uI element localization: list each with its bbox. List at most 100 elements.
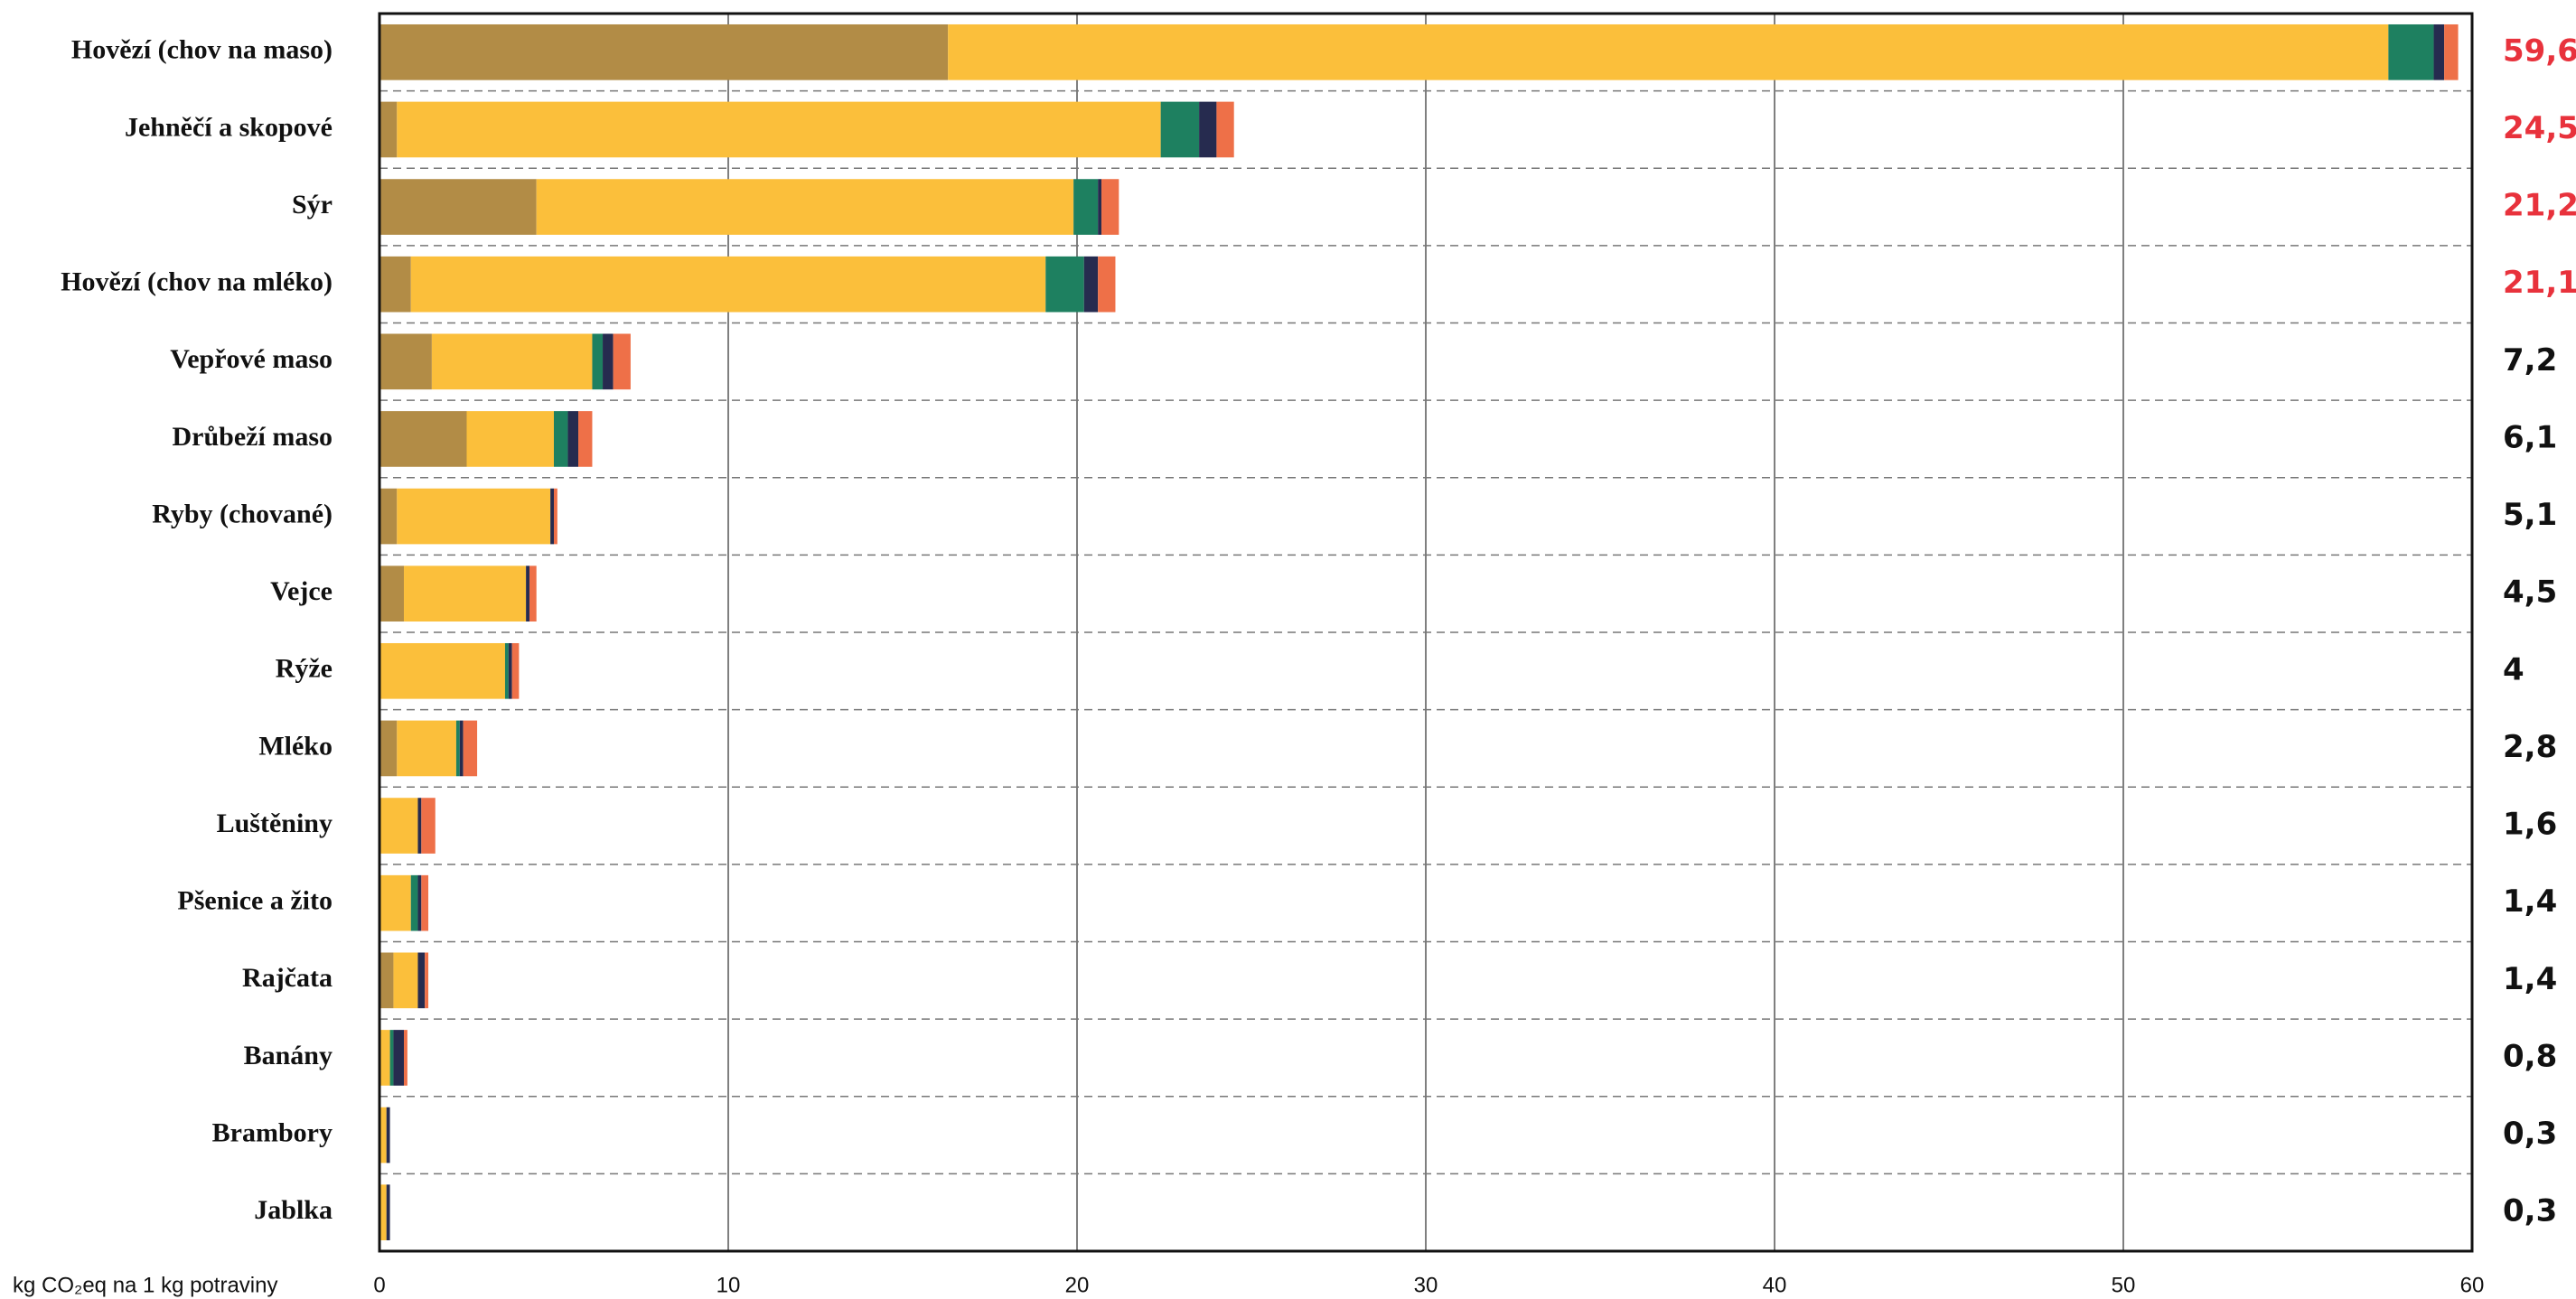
total-label: 0,3 bbox=[2503, 1116, 2557, 1152]
category-label: Mléko bbox=[258, 731, 333, 761]
bar-segment bbox=[379, 24, 948, 80]
total-label: 5,1 bbox=[2503, 497, 2557, 533]
bar-segment bbox=[1161, 102, 1199, 158]
total-label: 1,4 bbox=[2503, 961, 2557, 997]
bar-segment bbox=[509, 643, 512, 699]
bar-segment bbox=[379, 257, 411, 313]
bar-segment bbox=[550, 489, 554, 545]
chart: kg CO₂eq na 1 kg potraviny 0102030405060… bbox=[0, 0, 2576, 1299]
bar-segment bbox=[379, 1030, 390, 1086]
category-label: Hovězí (chov na mléko) bbox=[61, 267, 333, 297]
bar-segment bbox=[1098, 257, 1115, 313]
bar-segment bbox=[390, 1030, 394, 1086]
total-label: 0,3 bbox=[2503, 1193, 2557, 1229]
bar-segment bbox=[417, 875, 421, 931]
total-label: 4 bbox=[2503, 651, 2524, 687]
bar-segment bbox=[1101, 179, 1119, 235]
category-label: Jablka bbox=[254, 1195, 333, 1225]
bar-segment bbox=[379, 489, 397, 545]
bar-segment bbox=[397, 102, 1160, 158]
bar-segment bbox=[512, 643, 520, 699]
bar-segment bbox=[614, 333, 631, 389]
bar-segment bbox=[379, 798, 417, 854]
category-label: Sýr bbox=[292, 190, 333, 220]
bar-segment bbox=[603, 333, 614, 389]
bar-segment bbox=[1084, 257, 1098, 313]
bar-segment bbox=[379, 179, 537, 235]
bar-segment bbox=[567, 411, 578, 467]
bar-segment bbox=[404, 1030, 407, 1086]
total-label: 6,1 bbox=[2503, 419, 2557, 455]
total-label: 1,4 bbox=[2503, 883, 2557, 920]
bar-segment bbox=[411, 257, 1046, 313]
bar-segment bbox=[1199, 102, 1216, 158]
bar-segment bbox=[393, 1030, 404, 1086]
category-label: Luštěniny bbox=[217, 808, 333, 838]
bar-segment bbox=[379, 333, 432, 389]
bar-segment bbox=[578, 411, 592, 467]
bar-segment bbox=[397, 721, 456, 777]
bar-segment bbox=[1045, 257, 1083, 313]
bar-segment bbox=[1216, 102, 1233, 158]
bar-segment bbox=[421, 798, 435, 854]
category-label: Hovězí (chov na maso) bbox=[71, 35, 333, 65]
bar-segment bbox=[379, 565, 404, 621]
bar-segment bbox=[592, 333, 603, 389]
bar-segment bbox=[529, 565, 537, 621]
bar-segment bbox=[432, 333, 593, 389]
bar-segment bbox=[404, 565, 526, 621]
bar-segment bbox=[460, 721, 464, 777]
bar-segment bbox=[421, 875, 428, 931]
bar-segment bbox=[554, 411, 567, 467]
x-tick-label: 20 bbox=[1065, 1273, 1090, 1297]
total-label: 0,8 bbox=[2503, 1038, 2557, 1074]
category-label: Drůbeží maso bbox=[173, 422, 333, 452]
bar-segment bbox=[1098, 179, 1101, 235]
bar-segment bbox=[425, 952, 428, 1008]
total-label: 2,8 bbox=[2503, 729, 2557, 765]
bar-segment bbox=[1073, 179, 1098, 235]
bar-segment bbox=[379, 875, 411, 931]
x-axis-label: kg CO₂eq na 1 kg potraviny bbox=[13, 1273, 277, 1297]
bar-segment bbox=[387, 1107, 390, 1163]
category-label: Rýže bbox=[276, 654, 333, 684]
bar-segment bbox=[379, 102, 397, 158]
x-tick-label: 10 bbox=[717, 1273, 741, 1297]
x-tick-label: 0 bbox=[373, 1273, 385, 1297]
bar-segment bbox=[2444, 24, 2458, 80]
bar-segment bbox=[537, 179, 1073, 235]
bar-segment bbox=[948, 24, 2388, 80]
category-label: Vepřové maso bbox=[170, 344, 333, 374]
category-label: Jehněčí a skopové bbox=[125, 112, 333, 142]
bar-segment bbox=[554, 489, 557, 545]
category-label: Banány bbox=[244, 1041, 333, 1070]
x-tick-label: 50 bbox=[2112, 1273, 2136, 1297]
total-label: 59,6 bbox=[2503, 33, 2576, 69]
bar-segment bbox=[379, 411, 467, 467]
bar-segment bbox=[411, 875, 418, 931]
bar-segment bbox=[393, 952, 417, 1008]
total-label: 1,6 bbox=[2503, 807, 2557, 843]
bar-segment bbox=[417, 952, 425, 1008]
bar-segment bbox=[456, 721, 460, 777]
total-label: 21,2 bbox=[2503, 188, 2576, 224]
category-label: Vejce bbox=[270, 576, 333, 606]
bar-segment bbox=[397, 489, 550, 545]
total-label: 21,1 bbox=[2503, 265, 2576, 301]
category-label: Ryby (chované) bbox=[152, 499, 333, 528]
category-label: Pšenice a žito bbox=[177, 886, 333, 916]
category-label: Rajčata bbox=[242, 963, 333, 993]
total-label: 7,2 bbox=[2503, 342, 2557, 378]
bar-segment bbox=[387, 1184, 390, 1240]
bar-segment bbox=[505, 643, 509, 699]
total-label: 24,5 bbox=[2503, 110, 2576, 146]
bar-segment bbox=[467, 411, 555, 467]
bar-segment bbox=[526, 565, 529, 621]
bar-segment bbox=[379, 721, 397, 777]
bar-segment bbox=[464, 721, 477, 777]
bar-segment bbox=[379, 952, 393, 1008]
x-tick-label: 30 bbox=[1414, 1273, 1438, 1297]
x-tick-label: 60 bbox=[2460, 1273, 2485, 1297]
bar-segment bbox=[2434, 24, 2445, 80]
bar-segment bbox=[417, 798, 421, 854]
